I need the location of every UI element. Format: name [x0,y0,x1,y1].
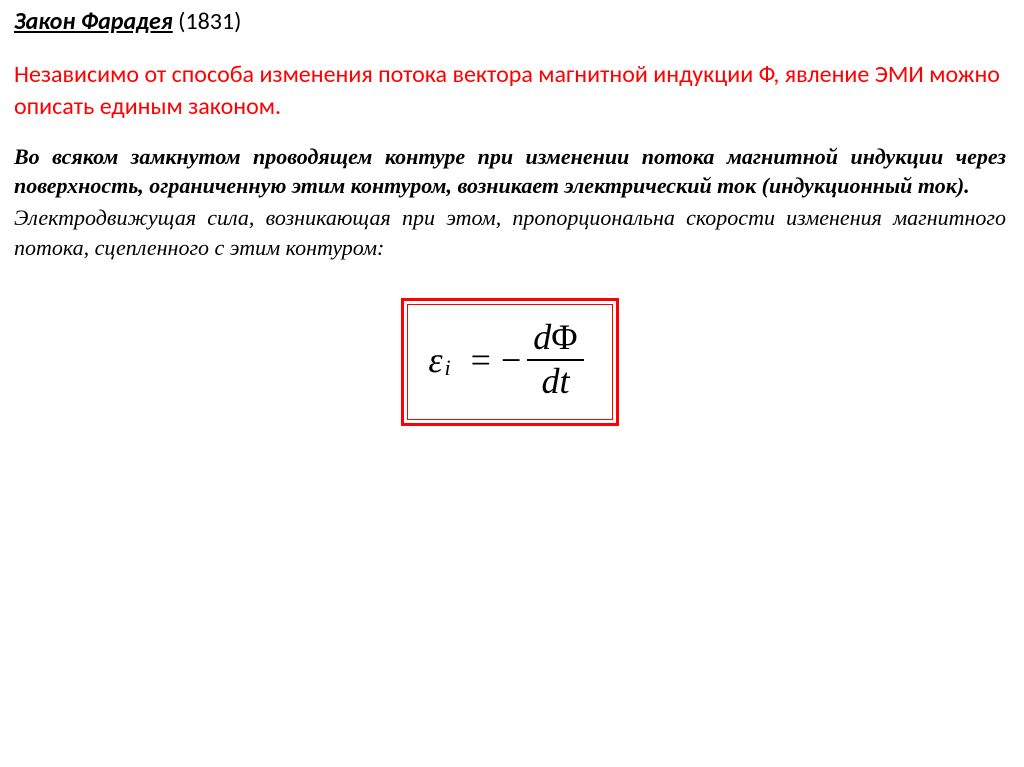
intro-text: Независимо от способа изменения потока в… [14,59,1006,124]
formula-numerator: dΦ [527,319,583,361]
formula-box-outer: ε i = − dΦ dt [401,298,618,426]
heading-year: (1831) [178,7,241,36]
page: Закон Фарадея (1831) Независимо от спосо… [0,0,1024,426]
formula-equals: = [471,339,491,381]
formula-lhs-subscript: i [445,355,451,381]
definition-paragraph-1: Во всяком замкнутом проводящем контуре п… [14,142,1006,201]
formula-fraction: dΦ dt [527,319,583,401]
formula-sign: − [501,339,521,381]
heading-title: Закон Фарадея [14,7,173,36]
definition-paragraph-2: Электродвижущая сила, возникающая при эт… [14,203,1006,262]
formula-denominator: dt [535,361,575,401]
formula-box-inner: ε i = − dΦ dt [407,304,612,420]
definition-bold: Во всяком замкнутом проводящем контуре п… [14,144,1006,199]
heading: Закон Фарадея (1831) [14,8,1006,37]
faraday-formula: ε i = − dΦ dt [428,319,583,401]
formula-num-d: d [533,317,551,357]
formula-num-phi: Φ [551,317,577,357]
formula-container: ε i = − dΦ dt [14,298,1006,426]
formula-lhs-symbol: ε [428,339,442,381]
